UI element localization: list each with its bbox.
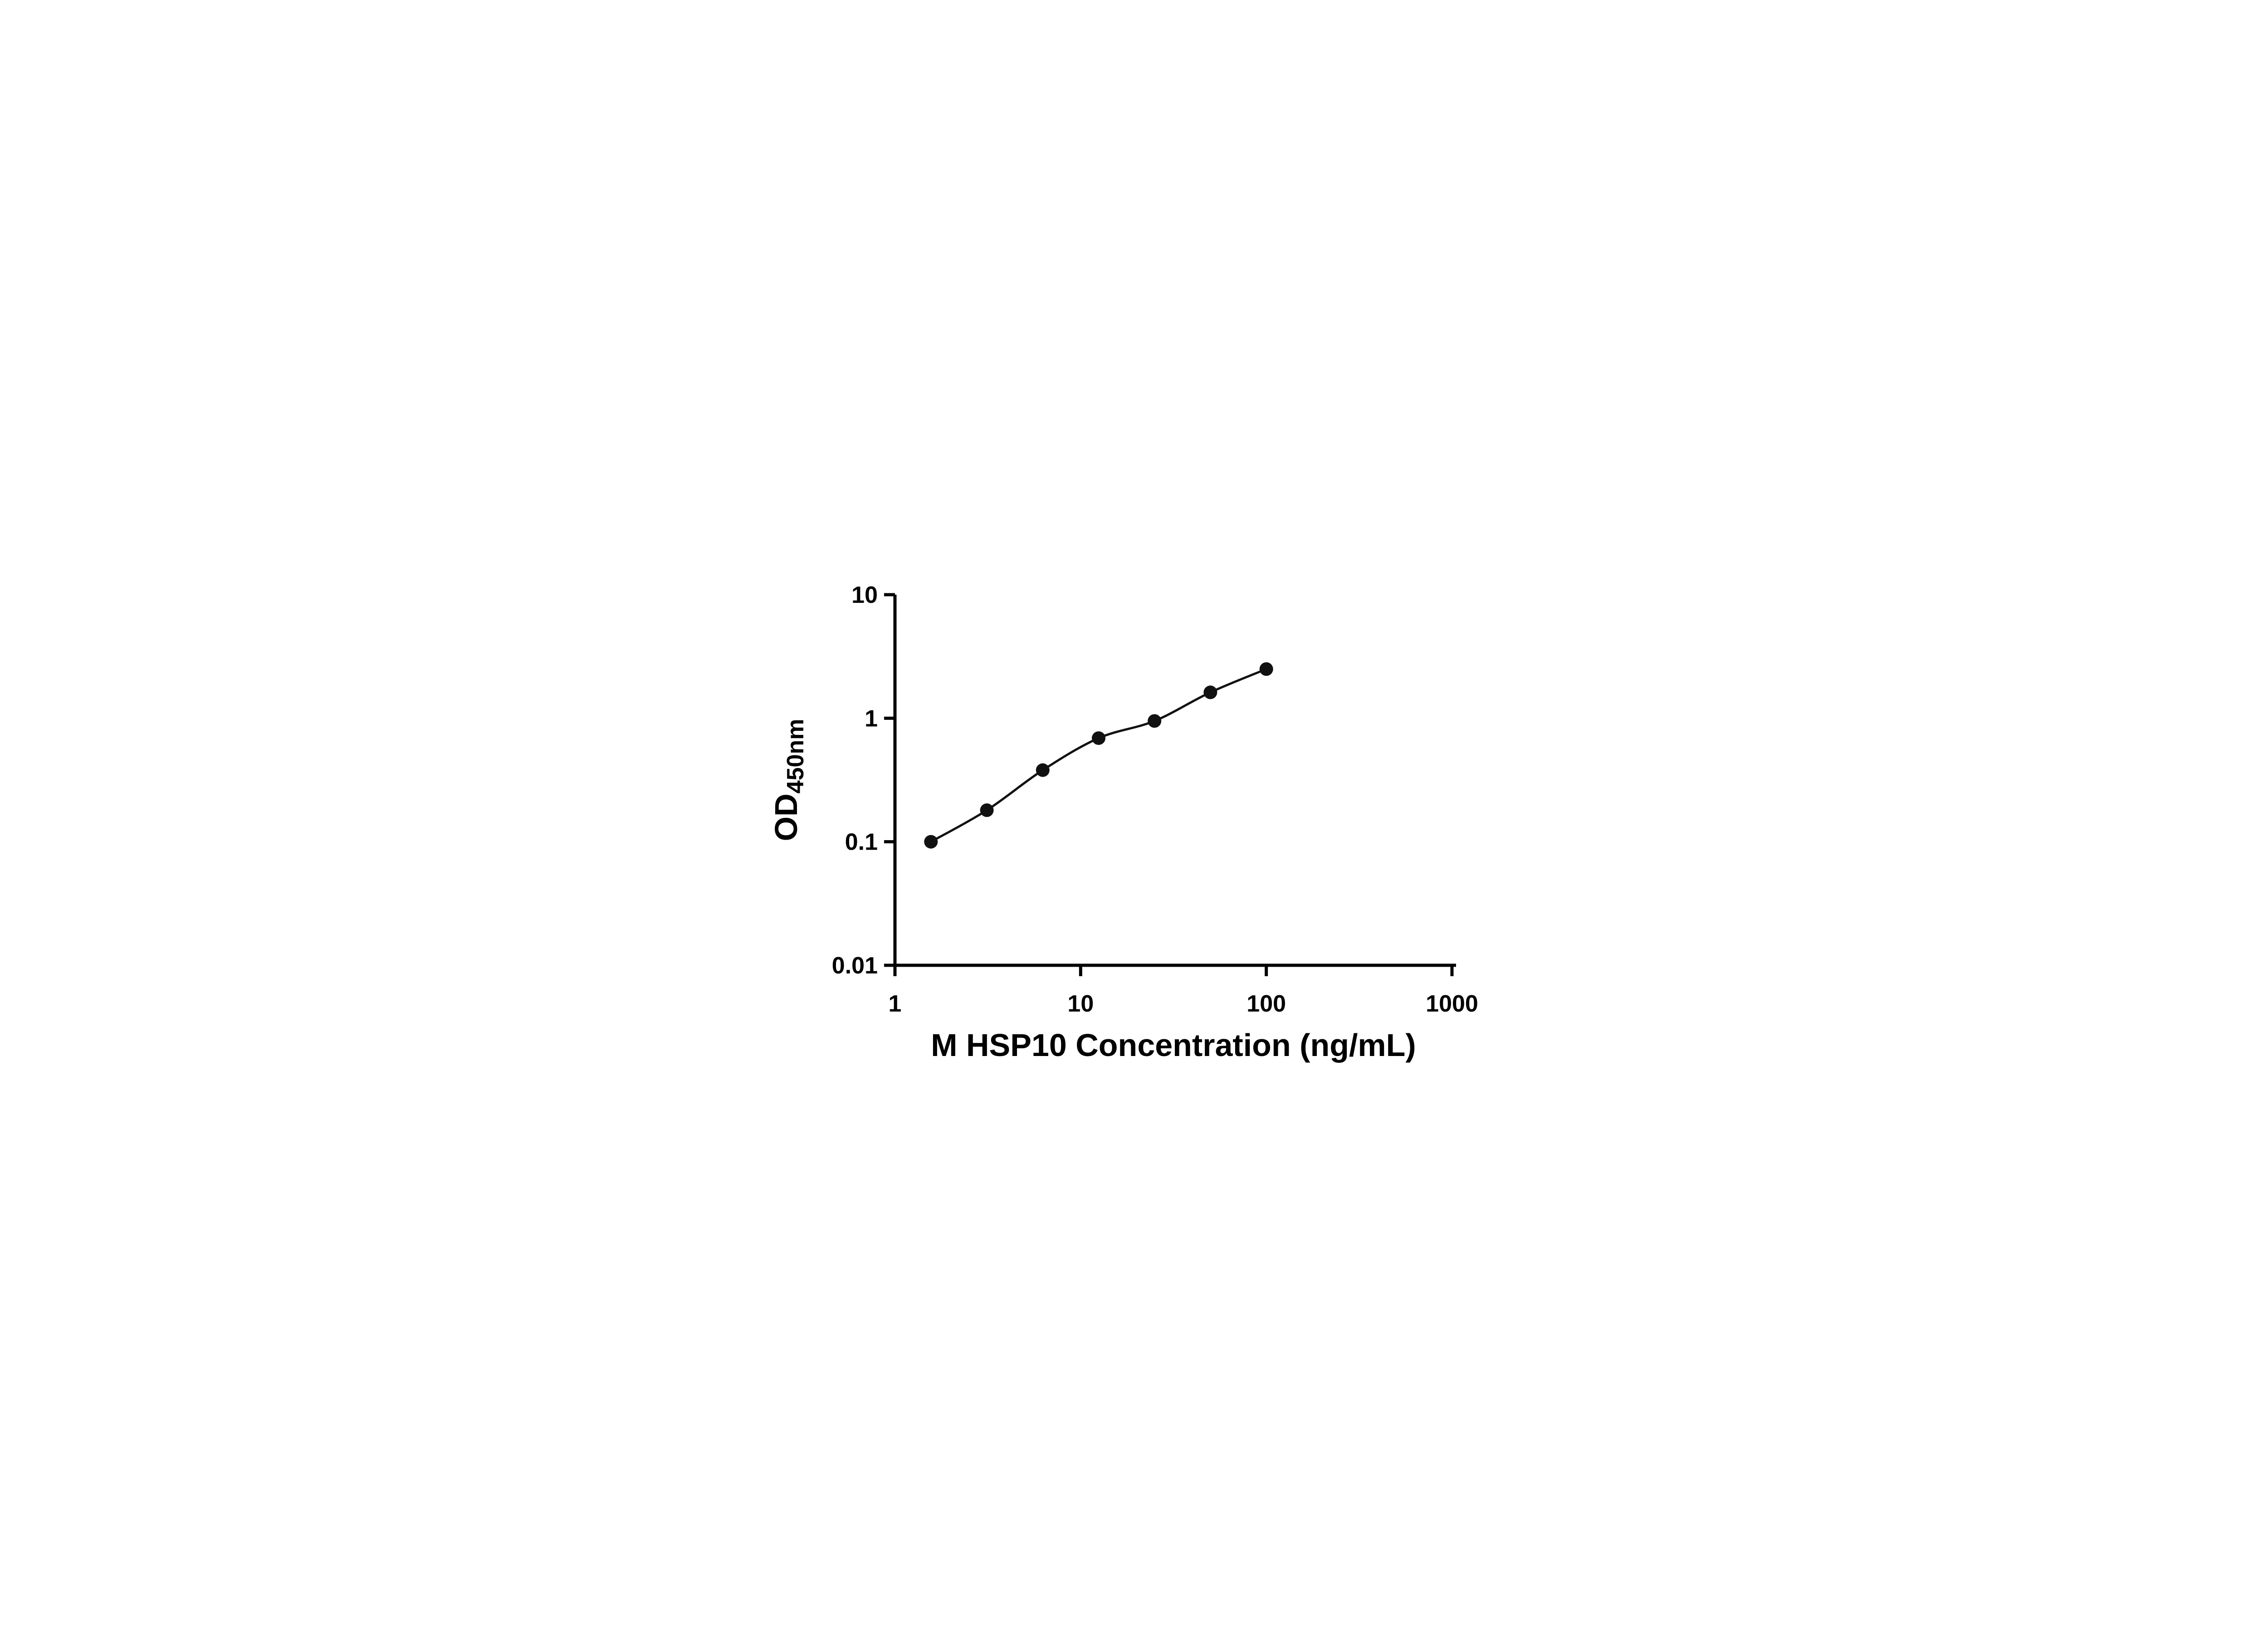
data-point: [924, 835, 938, 849]
y-tick-label: 0.1: [845, 829, 878, 856]
x-tick-label: 10: [1067, 991, 1094, 1017]
data-point: [1203, 685, 1217, 699]
y-tick-label: 1: [865, 705, 878, 732]
elisa-standard-curve-figure: 1 10 100 1000 0.01 0.1 1 10 M HSP10 Concentratio…: [746, 544, 1522, 1089]
x-axis-title: M HSP10 Concentration (ng/mL): [931, 1027, 1416, 1063]
data-point: [1092, 731, 1105, 745]
data-point: [1036, 763, 1050, 777]
y-axis-title: OD450nm: [768, 719, 809, 841]
x-tick-label: 100: [1246, 991, 1286, 1017]
x-tick-label: 1: [889, 991, 902, 1017]
y-tick-label: 0.01: [832, 953, 878, 979]
data-point: [980, 803, 994, 817]
axis-lines: [893, 595, 1456, 967]
x-tick-label: 1000: [1426, 991, 1478, 1017]
data-point: [1148, 714, 1162, 728]
chart-canvas: 1 10 100 1000 0.01 0.1 1 10 M HSP10 Concentratio…: [746, 544, 1522, 1089]
chart-page: 1 10 100 1000 0.01 0.1 1 10 M HSP10 Concentratio…: [0, 544, 2268, 1089]
y-tick-label: 10: [851, 582, 878, 608]
data-point: [1259, 662, 1273, 676]
y-axis-title-main: OD: [768, 793, 804, 841]
y-axis-title-subscript: 450nm: [782, 719, 809, 794]
